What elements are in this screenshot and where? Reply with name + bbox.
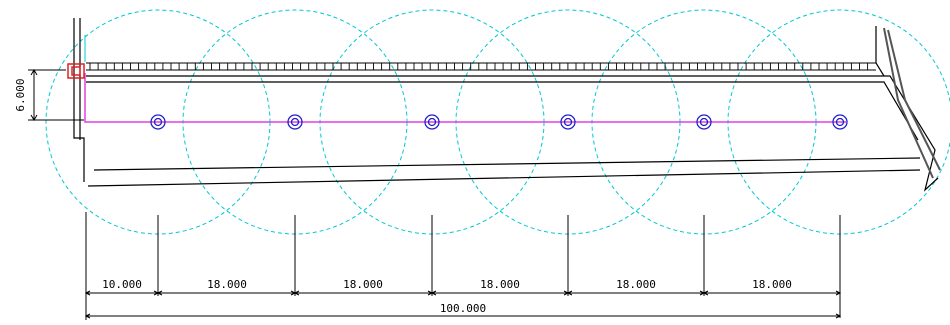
segment-label-2: 18.000 xyxy=(207,278,247,291)
vertical-dimension-label: 6.000 xyxy=(14,78,27,111)
sensor-marker-6 xyxy=(832,114,848,130)
top-rail xyxy=(86,62,876,71)
sensor-marker-4 xyxy=(560,114,576,130)
sensor-marker-5 xyxy=(696,114,712,130)
segment-label-3: 18.000 xyxy=(343,278,383,291)
sensor-marker-1 xyxy=(150,114,166,130)
sensor-markers xyxy=(150,114,848,130)
sensor-marker-2 xyxy=(287,114,303,130)
total-dimension-line xyxy=(84,313,842,319)
dimension-extension-lines xyxy=(85,212,841,320)
segment-label-1: 10.000 xyxy=(102,278,142,291)
segment-dimension-line xyxy=(84,290,842,296)
left-wall xyxy=(73,18,85,182)
segment-label-4: 18.000 xyxy=(480,278,520,291)
rail-ticks xyxy=(89,63,869,70)
pipeline-line xyxy=(84,73,846,123)
right-edge xyxy=(883,27,941,179)
segment-label-5: 18.000 xyxy=(616,278,656,291)
sensor-marker-3 xyxy=(424,114,440,130)
total-dimension-label: 100.000 xyxy=(440,302,486,315)
vertical-dimension xyxy=(28,69,84,121)
road-outline xyxy=(86,26,939,192)
start-point-marker xyxy=(67,63,85,79)
segment-label-6: 18.000 xyxy=(752,278,792,291)
